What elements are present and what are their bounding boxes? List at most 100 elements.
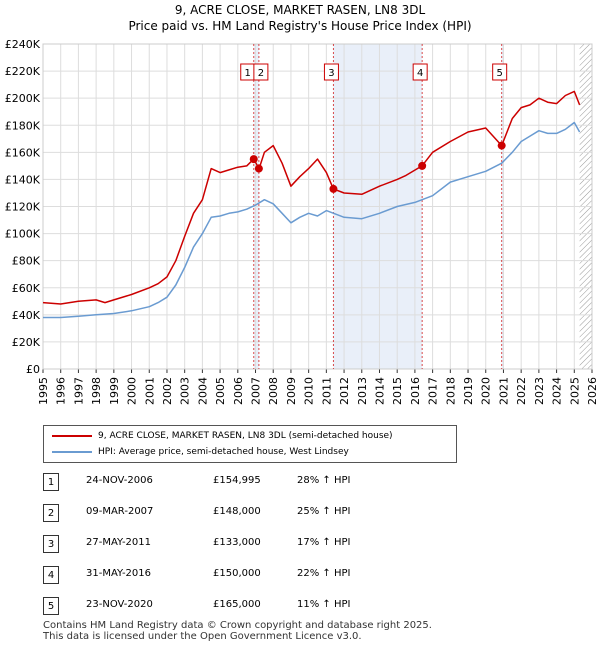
sale-number: 5 [43, 597, 59, 615]
sale-number: 3 [43, 535, 59, 553]
sale-date: 31-MAY-2016 [86, 568, 152, 579]
y-tick-label: £80K [12, 255, 41, 268]
sale-date: 27-MAY-2011 [86, 537, 152, 548]
legend-item-sales: 9, ACRE CLOSE, MARKET RASEN, LN8 3DL (se… [52, 429, 393, 443]
sale-label-box [412, 63, 428, 81]
table-row: 5 23-NOV-2020 £165,000 11% ↑ HPI [43, 597, 463, 617]
x-tick-label: 2001 [143, 377, 156, 405]
x-tick-label: 2012 [338, 377, 351, 405]
y-tick-label: £160K [5, 146, 41, 159]
y-tick-label: £0 [26, 363, 40, 376]
sale-date: 23-NOV-2020 [86, 599, 153, 610]
table-row: 4 31-MAY-2016 £150,000 22% ↑ HPI [43, 566, 463, 586]
sale-label: 5 [496, 68, 502, 79]
footer-line-2: This data is licensed under the Open Gov… [43, 631, 362, 642]
y-tick-label: £120K [5, 201, 41, 214]
chart-subtitle: Price paid vs. HM Land Registry's House … [128, 19, 471, 33]
x-tick-label: 1995 [37, 377, 50, 405]
sale-hpi-diff: 22% ↑ HPI [297, 568, 351, 579]
x-tick-label: 2009 [285, 377, 298, 405]
sale-label: 4 [417, 68, 423, 79]
x-tick-label: 1999 [108, 377, 121, 405]
x-tick-label: 2002 [161, 377, 174, 405]
sale-label: 3 [328, 68, 334, 79]
table-row: 3 27-MAY-2011 £133,000 17% ↑ HPI [43, 535, 463, 555]
sale-price: £165,000 [213, 599, 261, 610]
sale-label: 1 [245, 68, 251, 79]
x-tick-label: 2017 [427, 377, 440, 405]
legend-label-hpi: HPI: Average price, semi-detached house,… [98, 447, 349, 457]
x-tick-label: 2013 [356, 377, 369, 405]
x-tick-label: 2024 [551, 377, 564, 405]
x-tick-label: 2016 [409, 377, 422, 405]
footer: Contains HM Land Registry data © Crown c… [43, 620, 432, 642]
sale-point [329, 184, 338, 193]
x-tick-label: 1997 [72, 377, 85, 405]
price-chart: 9, ACRE CLOSE, MARKET RASEN, LN8 3DL Pri… [5, 3, 599, 405]
sale-price: £148,000 [213, 506, 261, 517]
y-tick-label: £60K [12, 282, 41, 295]
y-tick-label: £240K [5, 38, 41, 51]
y-tick-label: £140K [5, 173, 41, 186]
x-tick-label: 2014 [373, 377, 386, 405]
x-tick-label: 2011 [320, 377, 333, 405]
sale-number: 2 [43, 504, 59, 522]
sale-date: 09-MAR-2007 [86, 506, 154, 517]
x-tick-label: 2025 [568, 377, 581, 405]
x-tick-label: 2008 [267, 377, 280, 405]
chart-legend: 9, ACRE CLOSE, MARKET RASEN, LN8 3DL (se… [43, 425, 457, 463]
chart-title: 9, ACRE CLOSE, MARKET RASEN, LN8 3DL [175, 3, 426, 17]
y-tick-label: £200K [5, 92, 41, 105]
sale-point [418, 161, 427, 170]
table-row: 1 24-NOV-2006 £154,995 28% ↑ HPI [43, 473, 463, 493]
sale-label: 2 [258, 68, 264, 79]
x-tick-label: 2020 [480, 377, 493, 405]
x-tick-label: 2004 [196, 377, 209, 405]
legend-line-red [52, 435, 92, 437]
x-tick-label: 2018 [444, 377, 457, 405]
sale-label-box [253, 63, 269, 81]
footer-line-1: Contains HM Land Registry data © Crown c… [43, 620, 432, 631]
x-tick-label: 2019 [462, 377, 475, 405]
legend-item-hpi: HPI: Average price, semi-detached house,… [52, 445, 349, 459]
x-tick-label: 2022 [515, 377, 528, 405]
x-tick-label: 2015 [391, 377, 404, 405]
x-tick-label: 2007 [250, 377, 263, 405]
y-tick-label: £180K [5, 119, 41, 132]
sale-date: 24-NOV-2006 [86, 475, 153, 486]
legend-label-sales: 9, ACRE CLOSE, MARKET RASEN, LN8 3DL (se… [98, 431, 393, 441]
table-row: 2 09-MAR-2007 £148,000 25% ↑ HPI [43, 504, 463, 524]
x-tick-label: 2010 [303, 377, 316, 405]
y-tick-label: £100K [5, 228, 41, 241]
x-tick-label: 2026 [586, 377, 599, 405]
x-tick-label: 1996 [55, 377, 68, 405]
sale-label-box [492, 63, 508, 81]
x-tick-label: 2005 [214, 377, 227, 405]
x-tick-label: 2006 [232, 377, 245, 405]
x-tick-label: 1998 [90, 377, 103, 405]
sale-point [249, 155, 258, 164]
x-tick-label: 2021 [497, 377, 510, 405]
x-tick-label: 2000 [126, 377, 139, 405]
y-tick-label: £40K [12, 309, 41, 322]
sale-hpi-diff: 28% ↑ HPI [297, 475, 351, 486]
series-line [42, 90, 581, 305]
legend-line-blue [52, 451, 92, 453]
sale-number: 4 [43, 566, 59, 584]
sale-number: 1 [43, 473, 59, 491]
sale-hpi-diff: 25% ↑ HPI [297, 506, 351, 517]
x-tick-label: 2003 [179, 377, 192, 405]
sale-price: £150,000 [213, 568, 261, 579]
sale-price: £154,995 [213, 475, 261, 486]
plot-border [42, 43, 593, 370]
y-tick-label: £20K [12, 336, 41, 349]
sale-label-box [323, 63, 339, 81]
sale-point [254, 164, 263, 173]
series-line [43, 121, 581, 319]
sale-hpi-diff: 17% ↑ HPI [297, 537, 351, 548]
sale-hpi-diff: 11% ↑ HPI [297, 599, 351, 610]
sale-price: £133,000 [213, 537, 261, 548]
y-tick-label: £220K [5, 65, 41, 78]
x-tick-label: 2023 [533, 377, 546, 405]
sale-point [497, 141, 506, 150]
